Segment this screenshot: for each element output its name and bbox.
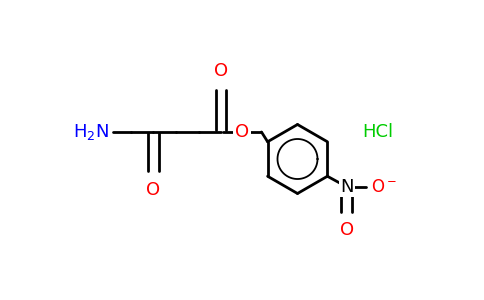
Text: O: O <box>340 221 354 239</box>
Text: O: O <box>147 181 161 199</box>
Text: O: O <box>214 62 228 80</box>
Text: O$^-$: O$^-$ <box>371 178 397 196</box>
Text: H$_2$N: H$_2$N <box>73 122 108 142</box>
Text: HCl: HCl <box>362 123 393 141</box>
Text: N: N <box>340 178 354 196</box>
Text: O: O <box>235 123 249 141</box>
